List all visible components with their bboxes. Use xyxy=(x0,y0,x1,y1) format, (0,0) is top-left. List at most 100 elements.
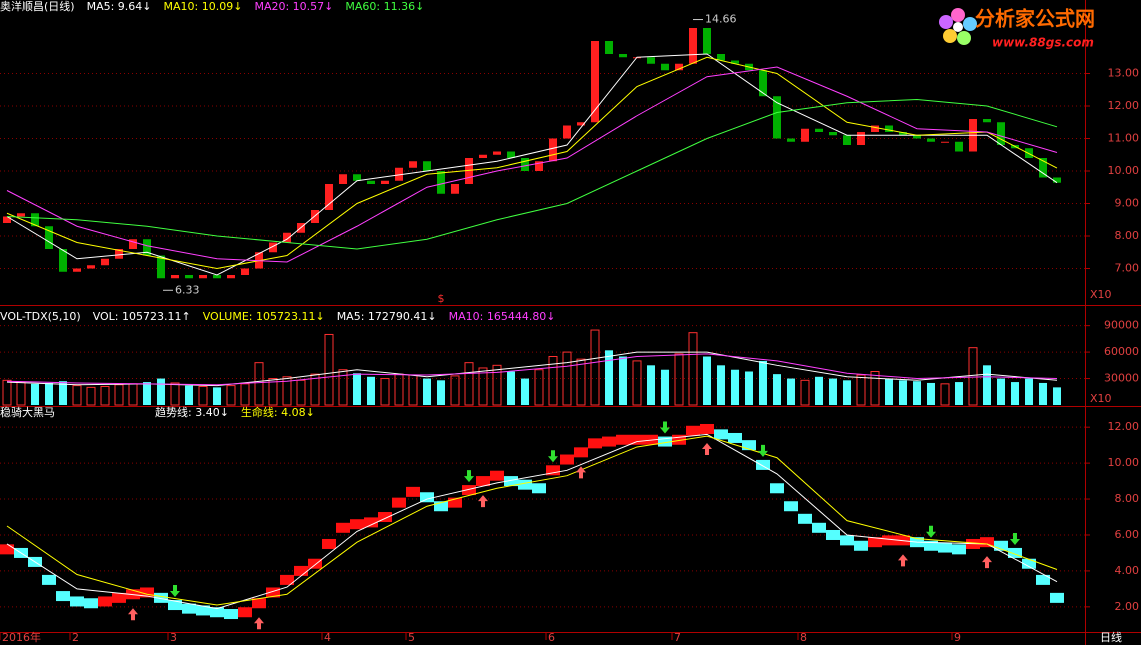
volume-bar xyxy=(240,383,250,406)
sell-arrow xyxy=(758,444,768,457)
trend-block xyxy=(406,486,420,497)
volume-bar xyxy=(268,378,278,406)
volume-bar xyxy=(114,384,124,406)
candle xyxy=(325,184,333,210)
trend-block xyxy=(546,465,560,476)
candle xyxy=(437,171,445,194)
volume-bar xyxy=(324,333,334,406)
volume-bar xyxy=(310,373,320,406)
trend-block xyxy=(1036,574,1050,585)
sell-arrow xyxy=(660,421,670,434)
candle xyxy=(927,138,935,142)
volume-bar xyxy=(815,376,823,405)
volume-bar xyxy=(745,371,753,405)
axis-note: X10 xyxy=(1090,392,1112,405)
volume-bar xyxy=(521,378,529,405)
ma-line xyxy=(6,56,1058,270)
candle xyxy=(143,239,151,256)
candle xyxy=(591,41,599,123)
trend-block xyxy=(1022,558,1036,569)
buy-arrow xyxy=(702,442,712,455)
ma-line xyxy=(6,53,1058,276)
volume-bar xyxy=(773,374,781,405)
x-tick-label: 5 xyxy=(408,631,415,644)
trend-block xyxy=(392,497,406,508)
y-tick-label: 30000 xyxy=(1104,372,1139,385)
volume-bar xyxy=(1053,387,1061,405)
volume-bar xyxy=(997,378,1005,405)
candle xyxy=(381,180,389,184)
trend-block xyxy=(294,565,308,576)
volume-bar xyxy=(717,365,725,405)
trend-block xyxy=(168,600,182,611)
trend-block xyxy=(42,574,56,585)
volume-bar xyxy=(703,356,711,405)
volume-bar xyxy=(534,369,544,406)
legend-entry: VOL: 105723.11↑ xyxy=(93,310,191,323)
ma-line xyxy=(6,98,1058,250)
candle xyxy=(843,135,851,145)
trend-block xyxy=(280,574,294,585)
axis-note: X10 xyxy=(1090,288,1112,301)
candle xyxy=(101,258,109,266)
candle xyxy=(899,132,907,136)
candle xyxy=(465,158,473,184)
buy-arrow xyxy=(254,617,264,630)
y-tick-label: 9.00 xyxy=(1115,197,1140,210)
volume-bar xyxy=(464,362,474,406)
trend-block xyxy=(0,544,14,555)
trend-block xyxy=(994,540,1008,551)
volume-bar xyxy=(940,383,950,406)
trend-block xyxy=(504,476,518,487)
x-tick-label: 8 xyxy=(800,631,807,644)
ma-line xyxy=(6,353,1058,386)
candle xyxy=(157,255,165,279)
volume-bar xyxy=(1025,378,1033,405)
volume-bar xyxy=(296,379,306,406)
candle xyxy=(983,119,991,123)
trend-block xyxy=(602,436,616,447)
volume-bar xyxy=(478,367,488,406)
volume-bar xyxy=(590,329,600,406)
volume-bar xyxy=(913,381,921,405)
volume-bar xyxy=(45,382,53,405)
candle xyxy=(423,161,431,171)
volume-bar xyxy=(100,385,110,406)
volume-bar xyxy=(157,378,165,405)
candle xyxy=(409,161,417,168)
y-tick-label: 60000 xyxy=(1104,345,1139,358)
volume-bar xyxy=(198,385,208,406)
x-tick-label: 4 xyxy=(324,631,331,644)
y-tick-label: 8.00 xyxy=(1115,229,1140,242)
candle xyxy=(675,63,683,71)
ma-line xyxy=(6,433,1058,610)
candle xyxy=(731,60,739,64)
candle xyxy=(759,70,767,97)
trend-block xyxy=(1008,547,1022,558)
legend-entry: MA5: 172790.41↓ xyxy=(337,310,437,323)
ma-line xyxy=(6,66,1058,263)
candle xyxy=(577,122,585,126)
volume-bar xyxy=(548,356,558,406)
volume-bar xyxy=(829,378,837,405)
y-tick-label: 13.00 xyxy=(1108,67,1140,80)
volume-bar xyxy=(226,385,236,406)
volume-bar xyxy=(1039,382,1047,405)
logo-url: www.88gs.com xyxy=(992,36,1094,50)
sell-arrow xyxy=(464,470,474,483)
volume-bar xyxy=(437,380,445,405)
candle xyxy=(829,132,837,136)
y-tick-label: 10.00 xyxy=(1108,164,1140,177)
candle xyxy=(493,151,501,155)
trend-block xyxy=(672,434,686,445)
volume-bar xyxy=(338,369,348,406)
volume-bar xyxy=(576,358,586,406)
y-tick-label: 11.00 xyxy=(1108,132,1140,145)
candle xyxy=(129,239,137,249)
y-tick-label: 12.00 xyxy=(1108,99,1140,112)
legend-entry: VOLUME: 105723.11↓ xyxy=(203,310,325,323)
trend-block xyxy=(798,513,812,524)
volume-bar xyxy=(843,380,851,405)
logo-flower xyxy=(939,8,977,45)
candle xyxy=(535,161,543,171)
